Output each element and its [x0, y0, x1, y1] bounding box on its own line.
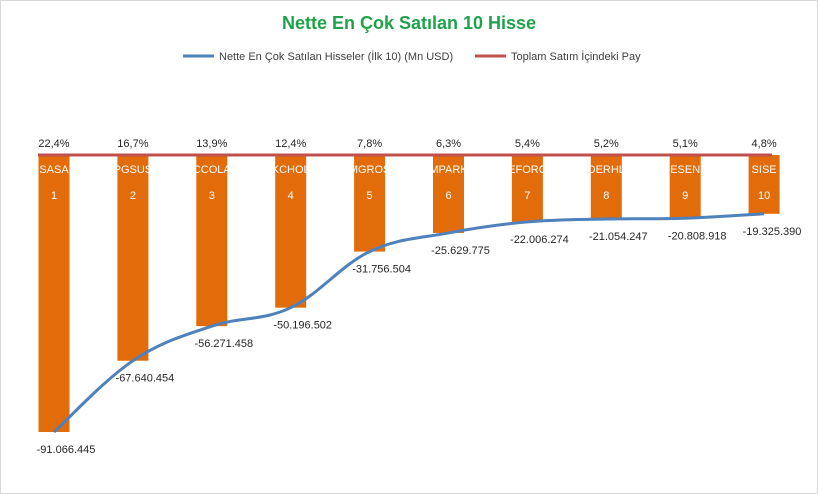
- rank-label-esen: 9: [682, 190, 688, 202]
- rank-label-derhl: 8: [603, 190, 609, 202]
- bar-derhl: [590, 155, 622, 220]
- value-label-sise: -19.325.390: [743, 226, 802, 238]
- category-label-sasa: SASA: [39, 164, 69, 176]
- legend: Nette En Çok Satılan Hisseler (İlk 10) (…: [183, 50, 641, 63]
- value-label-eforc: -22.006.274: [510, 234, 569, 246]
- rank-label-pgsus: 2: [130, 190, 136, 202]
- category-label-pgsus: PGSUS: [114, 164, 153, 176]
- rank-label-mpark: 6: [445, 190, 451, 202]
- value-label-derhl: -21.054.247: [589, 231, 648, 243]
- bar-ccola: [196, 155, 228, 327]
- share-label-derhl: 5,2%: [594, 138, 619, 150]
- value-label-mpark: -25.629.775: [431, 245, 490, 257]
- rank-label-sise: 10: [758, 190, 770, 202]
- share-label-ccola: 13,9%: [196, 138, 227, 150]
- share-label-mgros: 7,8%: [357, 138, 382, 150]
- category-label-ccola: CCOLA: [193, 164, 232, 176]
- data-labels: 22,4% SASA 1 -91.066.445 16,7% PGSUS 2 -67.640.…: [37, 138, 802, 456]
- legend-label-net-sales: Nette En Çok Satılan Hisseler (İlk 10) (…: [219, 50, 453, 63]
- category-label-sise: SISE: [752, 164, 777, 176]
- bar-kchol: [275, 155, 307, 308]
- share-label-pgsus: 16,7%: [117, 138, 148, 150]
- value-label-kchol: -50.196.502: [273, 320, 332, 332]
- share-label-eforc: 5,4%: [515, 138, 540, 150]
- share-label-kchol: 12,4%: [275, 138, 306, 150]
- category-label-derhl: DERHL: [588, 164, 625, 176]
- rank-label-ccola: 3: [209, 190, 215, 202]
- value-label-sasa: -91.066.445: [37, 444, 96, 456]
- share-label-esen: 5,1%: [673, 138, 698, 150]
- value-label-ccola: -56.271.458: [194, 338, 253, 350]
- net-sales-line: [52, 212, 765, 434]
- category-label-mgros: MGROS: [349, 164, 391, 176]
- rank-label-mgros: 5: [367, 190, 373, 202]
- rank-label-eforc: 7: [524, 190, 530, 202]
- category-label-kchol: KCHOL: [272, 164, 310, 176]
- rank-label-kchol: 4: [288, 190, 294, 202]
- bar-sise: [748, 155, 780, 214]
- bar-eforc: [511, 155, 543, 222]
- bar-mgros: [354, 155, 386, 252]
- bar-esen: [669, 155, 701, 219]
- bar-mpark: [433, 155, 464, 233]
- share-label-sasa: 22,4%: [38, 138, 69, 150]
- legend-label-share: Toplam Satım İçindeki Pay: [511, 50, 641, 63]
- category-label-esen: ESEN: [670, 164, 700, 176]
- value-label-mgros: -31.756.504: [352, 264, 411, 276]
- share-label-sise: 4,8%: [752, 138, 777, 150]
- value-label-pgsus: -67.640.454: [116, 373, 175, 385]
- bar-pgsus: [117, 155, 149, 361]
- chart-title: Nette En Çok Satılan 10 Hisse: [282, 13, 536, 33]
- net-sales-line-path: [52, 212, 765, 434]
- bar-sasa: [38, 155, 70, 432]
- rank-label-sasa: 1: [51, 190, 57, 202]
- bar-series: [38, 155, 780, 432]
- value-label-esen: -20.808.918: [668, 230, 727, 242]
- category-label-eforc: EFORC: [508, 164, 547, 176]
- category-label-mpark: MPARK: [429, 164, 468, 176]
- share-label-mpark: 6,3%: [436, 138, 461, 150]
